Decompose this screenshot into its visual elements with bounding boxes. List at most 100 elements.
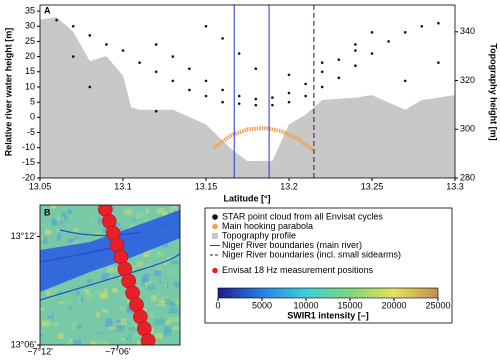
y2-tick-label: 280 — [460, 172, 475, 182]
y-tick-label: -15 — [22, 157, 35, 167]
map-texture — [174, 317, 180, 322]
point — [387, 40, 390, 43]
map-texture — [90, 216, 95, 223]
y-tick-label: 13°12' — [11, 231, 37, 241]
map-texture — [156, 207, 165, 214]
map-texture — [80, 297, 84, 303]
map-texture — [57, 233, 62, 237]
point — [71, 24, 75, 28]
map-texture — [73, 339, 81, 345]
map-texture — [56, 236, 61, 242]
point — [138, 61, 141, 64]
x-axis-label: Latitude [°] — [223, 193, 270, 203]
map-texture — [127, 296, 130, 304]
map-texture — [127, 308, 135, 313]
map-texture — [119, 227, 124, 231]
point — [71, 55, 75, 58]
map-texture — [175, 245, 180, 248]
map-texture — [55, 229, 60, 232]
map-texture — [41, 235, 44, 240]
map-texture — [74, 325, 82, 329]
legend-label: Niger River boundaries (incl. small side… — [222, 249, 401, 259]
x-tick-label: −7°12' — [27, 346, 53, 356]
point — [370, 31, 374, 34]
point — [237, 52, 241, 55]
map-texture — [69, 338, 73, 343]
map-texture — [98, 339, 106, 345]
map-texture — [46, 290, 50, 296]
map-texture — [145, 208, 149, 214]
map-texture — [160, 296, 169, 300]
map-texture — [57, 333, 64, 340]
point — [271, 103, 274, 107]
x-tick-label: −7°06' — [105, 346, 131, 356]
map-texture — [147, 283, 155, 291]
y-tick-label: -5 — [27, 127, 35, 137]
point — [437, 21, 440, 25]
map-texture — [132, 219, 136, 223]
point — [55, 18, 58, 22]
legend-label: Niger River boundaries (main river) — [222, 240, 362, 250]
map-texture — [135, 325, 139, 330]
map-texture — [90, 341, 97, 345]
map-texture — [61, 212, 67, 217]
point — [221, 88, 224, 92]
point — [271, 96, 274, 99]
legend-symbol — [212, 233, 218, 239]
map-texture — [146, 283, 149, 289]
map-texture — [74, 239, 81, 246]
point — [403, 79, 407, 83]
map-texture — [161, 318, 165, 324]
point — [337, 76, 341, 80]
map-texture — [165, 320, 170, 326]
point — [287, 91, 291, 95]
point — [88, 85, 92, 89]
y-tick-label: 0 — [30, 112, 35, 122]
map-texture — [123, 293, 126, 298]
map-texture — [157, 291, 161, 297]
y-tick-label: 20 — [25, 51, 35, 61]
map-texture — [47, 310, 52, 317]
point — [188, 88, 191, 92]
map-texture — [143, 218, 150, 225]
map-texture — [63, 215, 68, 222]
point — [354, 49, 357, 52]
map-texture — [84, 289, 90, 295]
x-tick-label: 13.25 — [361, 181, 384, 191]
map-texture — [150, 294, 157, 302]
point — [254, 103, 258, 107]
map-texture — [166, 269, 175, 275]
map-background — [40, 205, 180, 345]
map-texture — [97, 217, 102, 225]
map-texture — [157, 252, 166, 257]
river-channel — [59, 229, 141, 237]
map-texture — [40, 307, 45, 311]
y-axis-label: Relative river water height [m] — [3, 28, 13, 157]
panel-label: B — [44, 207, 51, 217]
map-texture — [147, 263, 151, 270]
map-texture — [166, 257, 172, 260]
map-texture — [57, 212, 60, 219]
river-channel — [40, 248, 180, 301]
point — [287, 100, 291, 104]
map-texture — [96, 292, 99, 297]
point — [437, 61, 440, 64]
plot-area — [40, 5, 455, 178]
y2-tick-label: 300 — [460, 124, 475, 134]
point — [221, 100, 224, 104]
y-tick-label: 30 — [25, 21, 35, 31]
map-texture — [95, 290, 103, 295]
map-texture — [57, 217, 60, 223]
map-texture — [124, 337, 128, 341]
map-texture — [141, 276, 148, 282]
map-texture — [58, 221, 64, 224]
map-texture — [107, 266, 114, 273]
point — [154, 70, 158, 74]
map-texture — [151, 327, 154, 334]
point — [254, 97, 258, 101]
map-texture — [179, 264, 180, 271]
colorbar-tick-label: 10000 — [293, 300, 318, 310]
map-texture — [163, 325, 172, 333]
map-texture — [108, 326, 116, 329]
point — [287, 73, 291, 77]
